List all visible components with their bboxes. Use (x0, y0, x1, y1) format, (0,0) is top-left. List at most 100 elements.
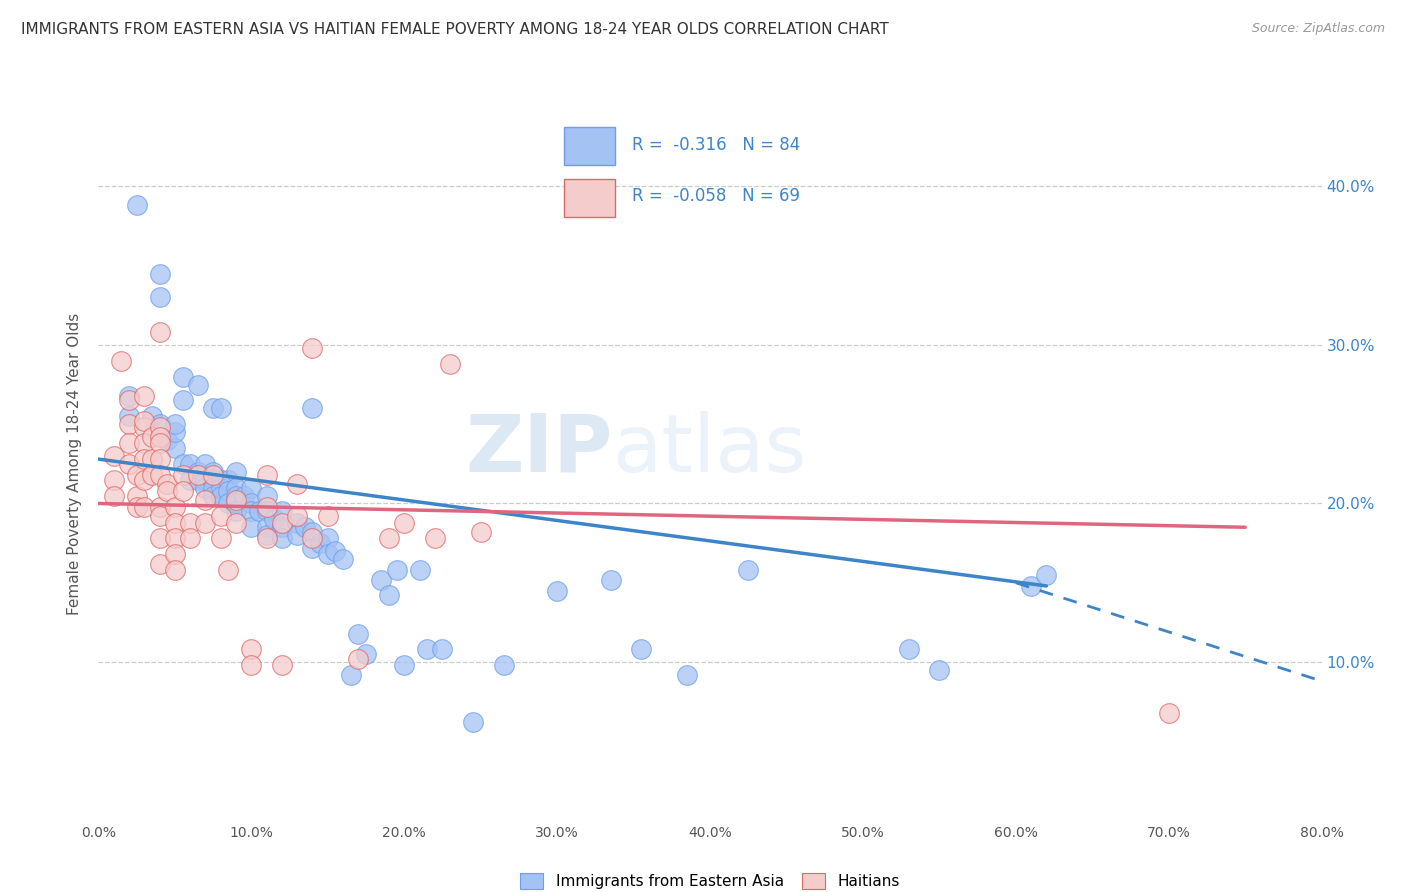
Point (256, 532, 278, 546)
Point (163, 563, 186, 577)
Point (149, 430, 172, 444)
Point (187, 377, 209, 392)
Point (247, 504, 270, 518)
Point (209, 401, 232, 416)
Point (179, 516, 201, 530)
Point (209, 473, 232, 487)
Point (202, 467, 225, 482)
Point (179, 457, 201, 471)
Point (1035, 567, 1057, 582)
Point (179, 473, 201, 487)
Point (470, 524, 492, 539)
Point (149, 417, 172, 432)
Point (461, 715, 484, 730)
Point (285, 509, 308, 524)
Point (270, 532, 292, 546)
Point (217, 563, 239, 577)
Point (225, 516, 247, 530)
Point (149, 557, 172, 571)
Point (172, 483, 194, 498)
Text: Source: ZipAtlas.com: Source: ZipAtlas.com (1251, 22, 1385, 36)
Point (301, 401, 323, 416)
Point (163, 441, 186, 455)
Point (194, 473, 217, 487)
Point (110, 353, 132, 368)
Point (285, 528, 308, 542)
Point (285, 516, 308, 530)
Point (301, 524, 323, 539)
Point (217, 496, 239, 510)
Point (149, 532, 172, 546)
Point (156, 483, 179, 498)
Point (134, 389, 156, 403)
Point (240, 496, 263, 510)
Point (118, 389, 141, 403)
Point (202, 465, 225, 479)
Point (194, 516, 217, 530)
Point (599, 573, 621, 587)
Point (118, 436, 141, 450)
Point (339, 667, 361, 681)
Point (676, 667, 699, 681)
Point (225, 489, 247, 503)
Point (134, 473, 156, 487)
Point (378, 532, 401, 546)
Point (172, 393, 194, 408)
Point (141, 409, 163, 424)
Point (270, 520, 292, 534)
Point (301, 532, 323, 546)
Point (163, 500, 186, 514)
Point (141, 430, 163, 444)
Point (141, 452, 163, 467)
Point (209, 489, 232, 503)
Point (316, 532, 339, 546)
Text: ZIP: ZIP (465, 410, 612, 489)
Point (256, 520, 278, 534)
Point (125, 198, 148, 212)
Point (385, 563, 408, 577)
Point (118, 393, 141, 408)
Point (225, 504, 247, 518)
Point (194, 493, 217, 508)
Point (316, 509, 339, 524)
Text: IMMIGRANTS FROM EASTERN ASIA VS HAITIAN FEMALE POVERTY AMONG 18-24 YEAR OLDS COR: IMMIGRANTS FROM EASTERN ASIA VS HAITIAN … (21, 22, 889, 37)
Point (301, 541, 323, 555)
Point (225, 496, 247, 510)
Point (149, 325, 172, 339)
Point (232, 489, 254, 503)
Point (309, 536, 332, 550)
Point (263, 512, 285, 526)
Point (225, 481, 247, 495)
Point (347, 652, 370, 666)
Point (370, 573, 392, 587)
Point (217, 473, 239, 487)
Point (325, 544, 347, 558)
Point (187, 465, 209, 479)
Point (163, 417, 186, 432)
Point (118, 417, 141, 432)
Point (141, 467, 163, 482)
Point (256, 467, 278, 482)
Point (285, 477, 308, 491)
Point (202, 473, 225, 487)
Point (134, 414, 156, 428)
Point (240, 504, 263, 518)
Point (209, 509, 232, 524)
Point (270, 658, 292, 673)
Point (240, 481, 263, 495)
Point (301, 341, 323, 355)
Point (149, 436, 172, 450)
Point (149, 452, 172, 467)
Point (172, 457, 194, 471)
Point (392, 658, 416, 673)
Point (240, 520, 263, 534)
Point (240, 658, 263, 673)
Point (217, 483, 239, 498)
Point (546, 583, 568, 598)
Point (408, 563, 430, 577)
Point (156, 477, 179, 491)
Point (118, 409, 141, 424)
Point (737, 563, 759, 577)
Point (187, 473, 209, 487)
Point (118, 457, 141, 471)
